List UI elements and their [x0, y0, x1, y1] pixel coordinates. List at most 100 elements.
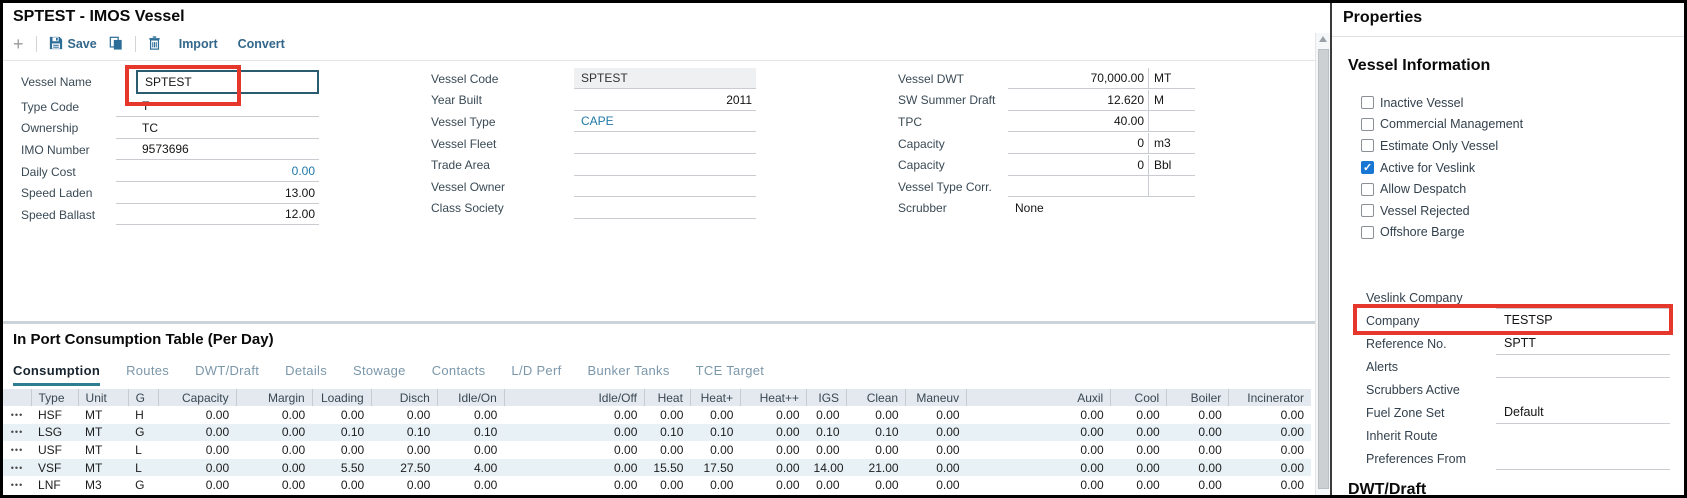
cell-type[interactable]: HSF — [38, 407, 63, 422]
cell[interactable]: 0.00 — [966, 458, 1111, 477]
tab-bunker-tanks[interactable]: Bunker Tanks — [587, 363, 670, 378]
cell-g[interactable]: G — [128, 423, 159, 442]
cell[interactable]: 0.00 — [1280, 478, 1304, 493]
scroll-up-icon[interactable] — [1319, 36, 1327, 42]
imo-number-field[interactable]: 9573696 — [116, 139, 319, 161]
checkbox-active-for-veslink[interactable] — [1361, 161, 1374, 175]
tab-tce-target[interactable]: TCE Target — [695, 363, 765, 378]
copy-icon[interactable] — [109, 36, 123, 53]
speed-ballast-field[interactable]: 12.00 — [116, 204, 319, 226]
checkbox-row-vessel-rejected[interactable]: Vessel Rejected — [1361, 200, 1523, 222]
row-menu-button[interactable]: ••• — [3, 458, 32, 477]
checkbox-row-estimate-only-vessel[interactable]: Estimate Only Vessel — [1361, 135, 1523, 157]
cell[interactable]: 0.00 — [614, 442, 638, 457]
cell[interactable]: 0.00 — [1228, 423, 1311, 442]
cell-unit[interactable]: MT — [85, 407, 103, 422]
cell[interactable]: 0.10 — [690, 423, 741, 442]
cell[interactable]: 0.00 — [1198, 442, 1222, 457]
cell[interactable]: 0.00 — [1136, 478, 1160, 493]
cell[interactable]: 21.00 — [846, 458, 906, 477]
type-code-field[interactable]: T — [116, 96, 319, 118]
company-field[interactable]: TESTSP — [1496, 310, 1670, 332]
cell[interactable]: 0.00 — [614, 407, 638, 422]
checkbox-row-offshore-barge[interactable]: Offshore Barge — [1361, 222, 1523, 244]
cell[interactable]: 0.00 — [281, 407, 306, 422]
add-button[interactable]: + — [13, 34, 24, 54]
cell[interactable]: 0.00 — [1080, 442, 1104, 457]
cell[interactable]: 0.00 — [875, 442, 899, 457]
cell[interactable]: 0.00 — [875, 407, 899, 422]
cell[interactable]: 0.00 — [406, 407, 431, 422]
fuel-zone-set-field[interactable]: Default — [1496, 402, 1670, 424]
cell[interactable]: 0.00 — [158, 423, 237, 442]
delete-trash-icon[interactable] — [148, 35, 161, 53]
cell-g[interactable]: L — [135, 442, 142, 457]
cell[interactable]: 0.00 — [1166, 423, 1229, 442]
cell-type[interactable]: LNF — [38, 478, 61, 493]
cell[interactable]: 0.00 — [936, 442, 960, 457]
cell-type[interactable]: VSF — [31, 458, 79, 477]
tpc-field[interactable]: 40.00 — [1008, 111, 1148, 133]
vessel-name-input[interactable]: SPTEST — [136, 70, 319, 94]
cell-type[interactable]: LSG — [31, 423, 79, 442]
cell[interactable]: 0.00 — [875, 478, 899, 493]
cell[interactable]: 0.00 — [1136, 442, 1160, 457]
cell[interactable]: 0.00 — [776, 407, 800, 422]
cell[interactable]: 0.00 — [1110, 458, 1167, 477]
tab-stowage[interactable]: Stowage — [353, 363, 406, 378]
trade-area-field[interactable] — [574, 155, 756, 176]
tab-consumption[interactable]: Consumption — [13, 363, 101, 386]
vessel-type-field[interactable]: CAPE — [574, 111, 756, 133]
reference-no-field[interactable]: SPTT — [1496, 333, 1670, 355]
tab-details[interactable]: Details — [285, 363, 328, 378]
cell[interactable]: 0.00 — [710, 442, 734, 457]
vessel-type-corr-field[interactable] — [1008, 176, 1148, 198]
cell[interactable]: 0.00 — [1136, 407, 1160, 422]
cell-g[interactable]: G — [135, 478, 145, 493]
checkbox-offshore-barge[interactable] — [1361, 225, 1374, 239]
cell-g[interactable]: H — [135, 407, 144, 422]
table-row-lnf[interactable]: ••• LNF M3 G 0.00 0.00 0.00 0.00 0.00 0.… — [3, 476, 1311, 494]
cell[interactable]: 0.00 — [776, 478, 800, 493]
scrubbers-active-field[interactable] — [1496, 379, 1670, 401]
capacity-bbl-field[interactable]: 0 — [1008, 155, 1148, 176]
cell[interactable]: 0.00 — [660, 407, 684, 422]
cell[interactable]: 0.00 — [660, 478, 684, 493]
checkbox-vessel-rejected[interactable] — [1361, 204, 1374, 218]
cell[interactable]: 27.50 — [371, 458, 438, 477]
vessel-dwt-field[interactable]: 70,000.00 — [1008, 68, 1148, 90]
tab-ld-perf[interactable]: L/D Perf — [511, 363, 562, 378]
scrollbar-thumb[interactable] — [1318, 49, 1329, 489]
cell[interactable]: 0.10 — [312, 423, 372, 442]
cell[interactable]: 0.10 — [846, 423, 906, 442]
preferences-from-field[interactable] — [1496, 448, 1670, 470]
cell[interactable]: 0.00 — [776, 442, 800, 457]
cell[interactable]: 0.00 — [406, 442, 431, 457]
tab-contacts[interactable]: Contacts — [431, 363, 486, 378]
cell[interactable]: 0.00 — [816, 407, 840, 422]
cell-unit[interactable]: MT — [78, 458, 129, 477]
cell[interactable]: 0.10 — [437, 423, 505, 442]
tab-routes[interactable]: Routes — [126, 363, 170, 378]
cell[interactable]: 0.00 — [281, 478, 306, 493]
cell[interactable]: 0.00 — [236, 458, 313, 477]
cell[interactable]: 0.00 — [740, 458, 807, 477]
cell[interactable]: 0.00 — [966, 423, 1111, 442]
checkbox-commercial-management[interactable] — [1361, 117, 1374, 131]
cell[interactable]: 0.00 — [816, 442, 840, 457]
cell[interactable]: 0.00 — [406, 478, 431, 493]
cell[interactable]: 0.00 — [905, 458, 967, 477]
cell[interactable]: 0.10 — [644, 423, 691, 442]
cell[interactable]: 14.00 — [806, 458, 847, 477]
row-menu-button[interactable]: ••• — [10, 444, 24, 455]
sw-summer-draft-field[interactable]: 12.620 — [1008, 90, 1148, 111]
year-built-field[interactable]: 2011 — [574, 90, 756, 111]
cell-unit[interactable]: MT — [78, 423, 129, 442]
ownership-field[interactable]: TC — [116, 118, 319, 139]
cell[interactable]: 0.00 — [936, 407, 960, 422]
import-button[interactable]: Import — [178, 37, 218, 51]
checkbox-row-active-for-veslink[interactable]: Active for Veslink — [1361, 157, 1523, 179]
cell-g[interactable]: L — [128, 458, 159, 477]
tab-dwt-draft[interactable]: DWT/Draft — [195, 363, 260, 378]
cell[interactable]: 4.00 — [437, 458, 505, 477]
